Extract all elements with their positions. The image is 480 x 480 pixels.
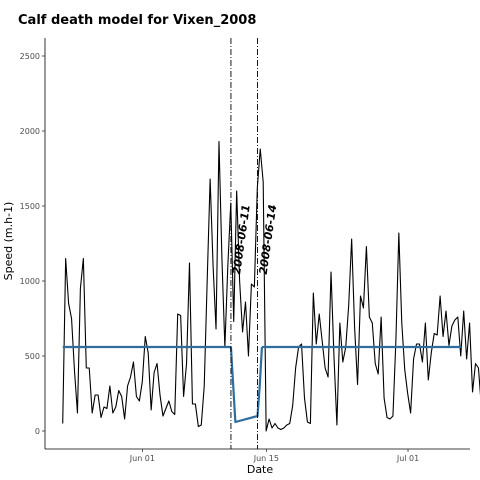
x-axis-ticks: Jun 01 Jun 15 Jul 01 [129,449,419,463]
observed-speed-line [62,140,480,432]
y-axis-title: Speed (m.h-1) [2,202,15,281]
chart-title: Calf death model for Vixen_2008 [18,13,256,28]
x-tick-label: Jul 01 [396,454,419,463]
event-label: 2008-06-11 [230,204,253,275]
y-tick-label: 500 [25,352,40,361]
y-tick-label: 1000 [20,277,40,286]
y-tick-label: 2000 [20,127,40,136]
events-layer: 2008-06-11 2008-06-14 [230,38,279,449]
x-tick-label: Jun 01 [129,454,155,463]
y-tick-label: 1500 [20,202,40,211]
y-axis-ticks: 0 500 1000 1500 2000 2500 [20,52,45,436]
x-tick-label: Jun 15 [253,454,279,463]
y-tick-label: 0 [35,427,40,436]
series-layer [62,140,480,432]
y-tick-label: 2500 [20,52,40,61]
x-axis-title: Date [247,463,274,476]
event-label: 2008-06-14 [257,204,280,275]
